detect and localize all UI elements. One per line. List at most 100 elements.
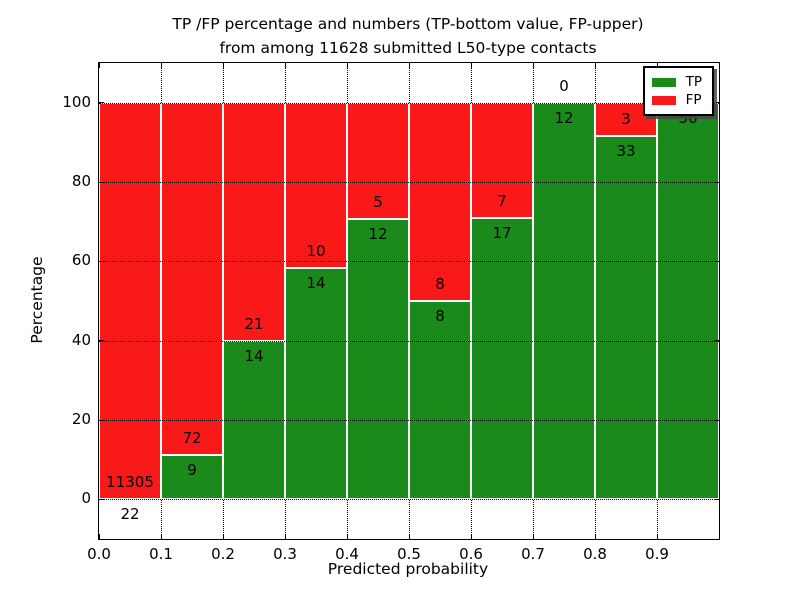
x-tick-mark (471, 63, 472, 68)
y-gridline (99, 340, 719, 342)
x-tick-label: 0.9 (645, 545, 669, 563)
bar-segment-tp (595, 135, 657, 500)
y-gridline (99, 420, 719, 421)
x-tick-mark (223, 534, 224, 539)
x-tick-mark (533, 63, 534, 68)
bar-label-fp: 8 (435, 275, 445, 293)
y-tick-mark (714, 340, 719, 342)
bar-label-tp: 17 (492, 224, 512, 243)
fp-swatch-icon (651, 95, 676, 105)
x-tick-mark (595, 63, 596, 68)
bar-segment-tp (223, 340, 285, 500)
bar-segment-tp (161, 455, 223, 500)
y-tick-label: 40 (71, 330, 91, 349)
legend-label-tp: TP (685, 74, 702, 90)
x-tick-label: 0.2 (211, 545, 235, 563)
x-tick-mark (161, 63, 162, 68)
bar-segment-tp (409, 301, 471, 500)
y-tick-mark (99, 498, 104, 500)
bar-label-fp: 10 (306, 241, 326, 260)
bar-label-fp: 7 (497, 192, 507, 211)
x-tick-mark (347, 534, 348, 539)
bar-segment-fp (471, 102, 533, 219)
y-tick-label: 100 (62, 92, 91, 111)
x-tick-mark (533, 534, 534, 539)
bar-segment-tp (657, 102, 719, 500)
bar-segment-fp (285, 102, 347, 268)
y-tick-mark (714, 498, 719, 500)
x-tick-label: 0.1 (149, 545, 173, 563)
tp-swatch-icon (651, 77, 676, 87)
bar-label-tp: 14 (244, 346, 264, 365)
bar-segment-tp (347, 219, 409, 500)
bar-segment-fp (161, 102, 223, 456)
bar-label-tp: 12 (368, 225, 388, 244)
bar-label-tp: 33 (616, 141, 636, 160)
x-tick-mark (99, 63, 100, 68)
chart-title-line1: TP /FP percentage and numbers (TP-bottom… (172, 15, 644, 33)
y-tick-label: 80 (71, 172, 91, 190)
y-tick-mark (714, 260, 719, 262)
bar-label-tp: 9 (187, 461, 197, 480)
y-tick-label: 20 (71, 410, 91, 428)
y-gridline (99, 499, 719, 501)
x-tick-label: 0.3 (273, 545, 297, 563)
bar-segment-tp (471, 218, 533, 500)
plot-area: 11305 22 72 9 21 14 10 14 5 12 8 8 7 17 0 12 3 33 56 0 20 40 6… (62, 62, 720, 563)
x-tick-mark (595, 534, 596, 539)
bar-segment-fp (99, 102, 161, 499)
x-tick-mark (657, 534, 658, 539)
y-tick-mark (714, 102, 719, 104)
x-axis-label: Predicted probability (327, 560, 489, 578)
y-gridline (99, 261, 719, 263)
x-tick-mark (347, 63, 348, 68)
bar-segment-fp (223, 102, 285, 341)
legend-label-fp: FP (685, 92, 702, 108)
y-gridline (99, 182, 719, 183)
bar-label-fp: 5 (373, 193, 383, 212)
y-tick-label: 60 (71, 251, 91, 270)
x-tick-mark (409, 63, 410, 68)
x-tick-mark (223, 63, 224, 68)
x-tick-label: 0.0 (87, 545, 111, 563)
x-tick-mark (285, 534, 286, 539)
y-gridline (99, 102, 719, 104)
bar-label-fp: 3 (621, 109, 631, 128)
bar-segment-tp (285, 267, 347, 500)
y-tick-mark (99, 419, 104, 421)
y-tick-mark (99, 260, 104, 262)
y-axis-label: Percentage (28, 256, 46, 344)
legend: TP FP (642, 66, 714, 116)
bar-label-fp: 0 (559, 76, 569, 95)
bar-label-fp: 21 (244, 314, 264, 333)
bar-label-tp: 8 (435, 307, 445, 325)
x-tick-label: 0.5 (397, 545, 421, 563)
x-tick-label: 0.7 (521, 545, 545, 563)
bar-segment-fp (347, 102, 409, 220)
bar-label-tp: 12 (554, 108, 574, 127)
x-tick-mark (471, 534, 472, 539)
chart-title: TP /FP percentage and numbers (TP-bottom… (98, 12, 718, 60)
bar-label-tp: 22 (120, 504, 140, 523)
legend-item-tp: TP (651, 73, 702, 91)
y-tick-mark (714, 419, 719, 421)
legend-item-fp: FP (651, 91, 702, 109)
y-tick-mark (99, 181, 104, 183)
bar-segment-tp (533, 102, 595, 500)
bar-label-tp: 14 (306, 273, 326, 292)
x-tick-mark (409, 534, 410, 539)
x-tick-mark (99, 534, 100, 539)
y-tick-label: 0 (81, 489, 91, 508)
bar-segment-fp (409, 102, 471, 301)
x-tick-mark (161, 534, 162, 539)
y-tick-mark (714, 181, 719, 183)
x-tick-label: 0.8 (583, 545, 607, 563)
bar-label-fp: 11305 (106, 472, 154, 491)
chart-title-line2: from among 11628 submitted L50-type cont… (219, 39, 597, 58)
x-tick-mark (285, 63, 286, 68)
y-tick-mark (99, 102, 104, 104)
y-tick-mark (99, 340, 104, 342)
bar-label-fp: 72 (182, 429, 202, 448)
x-tick-label: 0.6 (459, 545, 483, 563)
x-tick-mark (657, 63, 658, 68)
